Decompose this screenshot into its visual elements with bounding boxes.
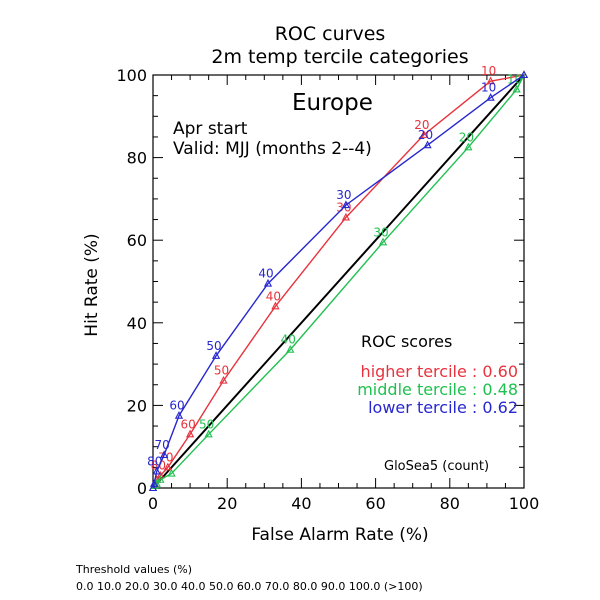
threshold-label: 80 xyxy=(151,459,166,473)
roc-point xyxy=(156,470,165,479)
threshold-label: 40 xyxy=(281,333,296,347)
region-label: Europe xyxy=(292,90,373,116)
roc-point xyxy=(204,429,213,438)
legend-entry: middle tercile : 0.48 xyxy=(357,380,518,399)
legend-title: ROC scores xyxy=(361,332,452,351)
no-skill-diagonal xyxy=(152,74,525,489)
roc-point xyxy=(378,237,388,246)
threshold-label: 10 xyxy=(481,64,496,78)
y-tick-label: 80 xyxy=(127,149,147,168)
roc-point xyxy=(156,475,165,483)
threshold-label: 30 xyxy=(373,225,388,239)
threshold-label: 10 xyxy=(481,81,496,95)
roc-point xyxy=(486,93,495,101)
roc-point xyxy=(423,140,432,149)
threshold-label: 20 xyxy=(414,118,429,132)
legend-entry: lower tercile : 0.62 xyxy=(368,398,518,417)
roc-point xyxy=(167,468,176,477)
roc-point xyxy=(419,130,428,138)
threshold-label: 80 xyxy=(147,454,162,468)
y-tick-label: 0 xyxy=(137,479,147,498)
threshold-label: 70 xyxy=(154,438,169,452)
y-tick-label: 60 xyxy=(127,231,147,250)
roc-point xyxy=(464,142,473,151)
roc-point xyxy=(163,462,172,471)
threshold-label: 50 xyxy=(214,364,229,378)
x-tick-label: 60 xyxy=(365,494,385,513)
y-tick-label: 20 xyxy=(127,396,147,415)
roc-point xyxy=(185,429,195,438)
y-tick-label: 40 xyxy=(127,314,147,333)
valid-label: Valid: MJJ (months 2--4) xyxy=(173,139,372,159)
roc-point xyxy=(341,212,351,221)
y-tick-label: 100 xyxy=(116,66,147,85)
threshold-label: 40 xyxy=(258,267,273,281)
threshold-label: 60 xyxy=(180,417,195,431)
chart-title: ROC curves xyxy=(275,23,386,45)
threshold-label: 50 xyxy=(199,417,214,431)
threshold-label: 20 xyxy=(418,128,433,142)
legend-entry: higher tercile : 0.60 xyxy=(361,362,518,381)
chart-subtitle: 2m temp tercile categories xyxy=(211,46,468,68)
roc-point xyxy=(341,200,351,209)
y-axis-label: Hit Rate (%) xyxy=(82,233,102,336)
roc-point xyxy=(486,76,495,85)
threshold-title: Threshold values (%) xyxy=(76,563,193,576)
roc-point xyxy=(519,70,529,79)
roc-point xyxy=(160,450,169,459)
roc-point xyxy=(219,375,228,384)
model-label: GloSea5 (count) xyxy=(384,459,489,474)
threshold-label: 60 xyxy=(169,399,184,413)
roc-curve-2 xyxy=(152,74,525,489)
roc-point xyxy=(512,84,521,93)
threshold-label: 50 xyxy=(206,339,221,353)
roc-point xyxy=(152,466,161,475)
x-tick-label: 0 xyxy=(148,494,158,513)
threshold-label: 30 xyxy=(336,188,351,202)
roc-point xyxy=(211,351,221,359)
roc-point xyxy=(286,344,295,353)
start-label: Apr start xyxy=(173,119,248,139)
threshold-values: 0.0 10.0 20.0 30.0 40.0 50.0 60.0 70.0 8… xyxy=(76,580,423,593)
x-tick-label: 100 xyxy=(509,494,540,513)
x-tick-label: 40 xyxy=(291,494,311,513)
x-tick-label: 20 xyxy=(217,494,237,513)
roc-point xyxy=(148,483,158,492)
roc-point xyxy=(149,479,159,487)
threshold-label: 40 xyxy=(266,289,281,303)
roc-point xyxy=(263,278,273,287)
roc-point xyxy=(174,411,184,419)
roc-point xyxy=(271,301,280,310)
threshold-label: 10 xyxy=(507,72,522,86)
threshold-label: 20 xyxy=(459,130,474,144)
x-axis-label: False Alarm Rate (%) xyxy=(251,525,428,545)
x-tick-label: 80 xyxy=(440,494,460,513)
